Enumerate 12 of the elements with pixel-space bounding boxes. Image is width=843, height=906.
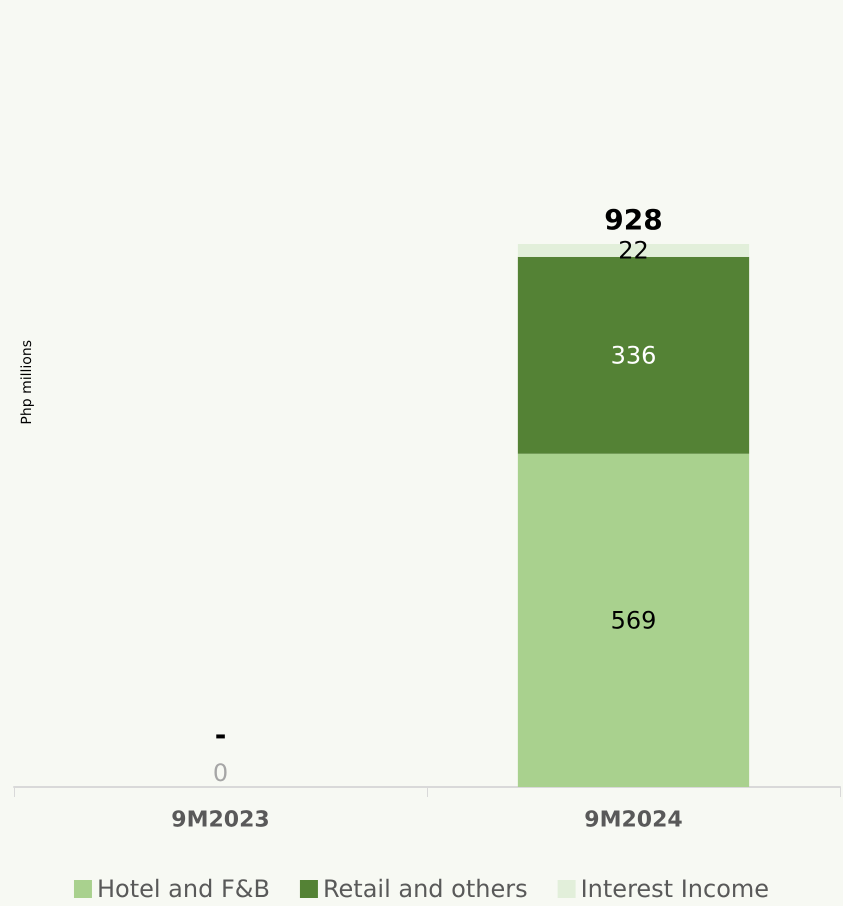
annotation: Php millions xyxy=(19,340,35,425)
x-tick-label: 9M2024 xyxy=(584,808,683,832)
legend-label: Interest Income xyxy=(580,875,770,903)
data-label: 336 xyxy=(610,341,656,370)
x-tick-label: 9M2023 xyxy=(171,808,270,832)
data-label: 0 xyxy=(212,759,228,787)
total-label: 928 xyxy=(604,204,663,236)
legend-label: Hotel and F&B xyxy=(96,875,270,903)
total-label: - xyxy=(214,718,226,752)
data-label: 22 xyxy=(618,236,649,264)
data-label: 569 xyxy=(610,606,656,634)
legend-label: Retail and others xyxy=(322,875,528,903)
